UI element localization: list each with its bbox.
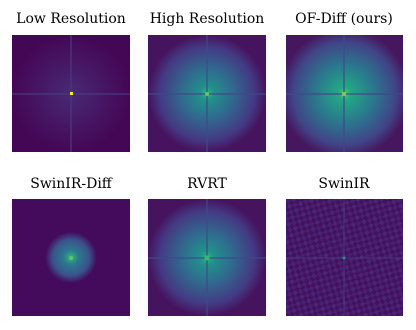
panel-title: High Resolution [150, 11, 265, 27]
spectrum-image [148, 35, 266, 152]
spectrum-image [286, 35, 403, 152]
panel-title: RVRT [187, 176, 227, 192]
spectrum-image [148, 199, 266, 316]
spectrum-image [286, 199, 403, 316]
spectrum-image [12, 35, 130, 152]
panel-title: OF-Diff (ours) [295, 11, 393, 27]
spectrum-image [12, 199, 130, 316]
panel-title: SwinIR [318, 176, 370, 192]
panel-title: Low Resolution [16, 11, 126, 27]
panel-title: SwinIR-Diff [30, 176, 113, 192]
